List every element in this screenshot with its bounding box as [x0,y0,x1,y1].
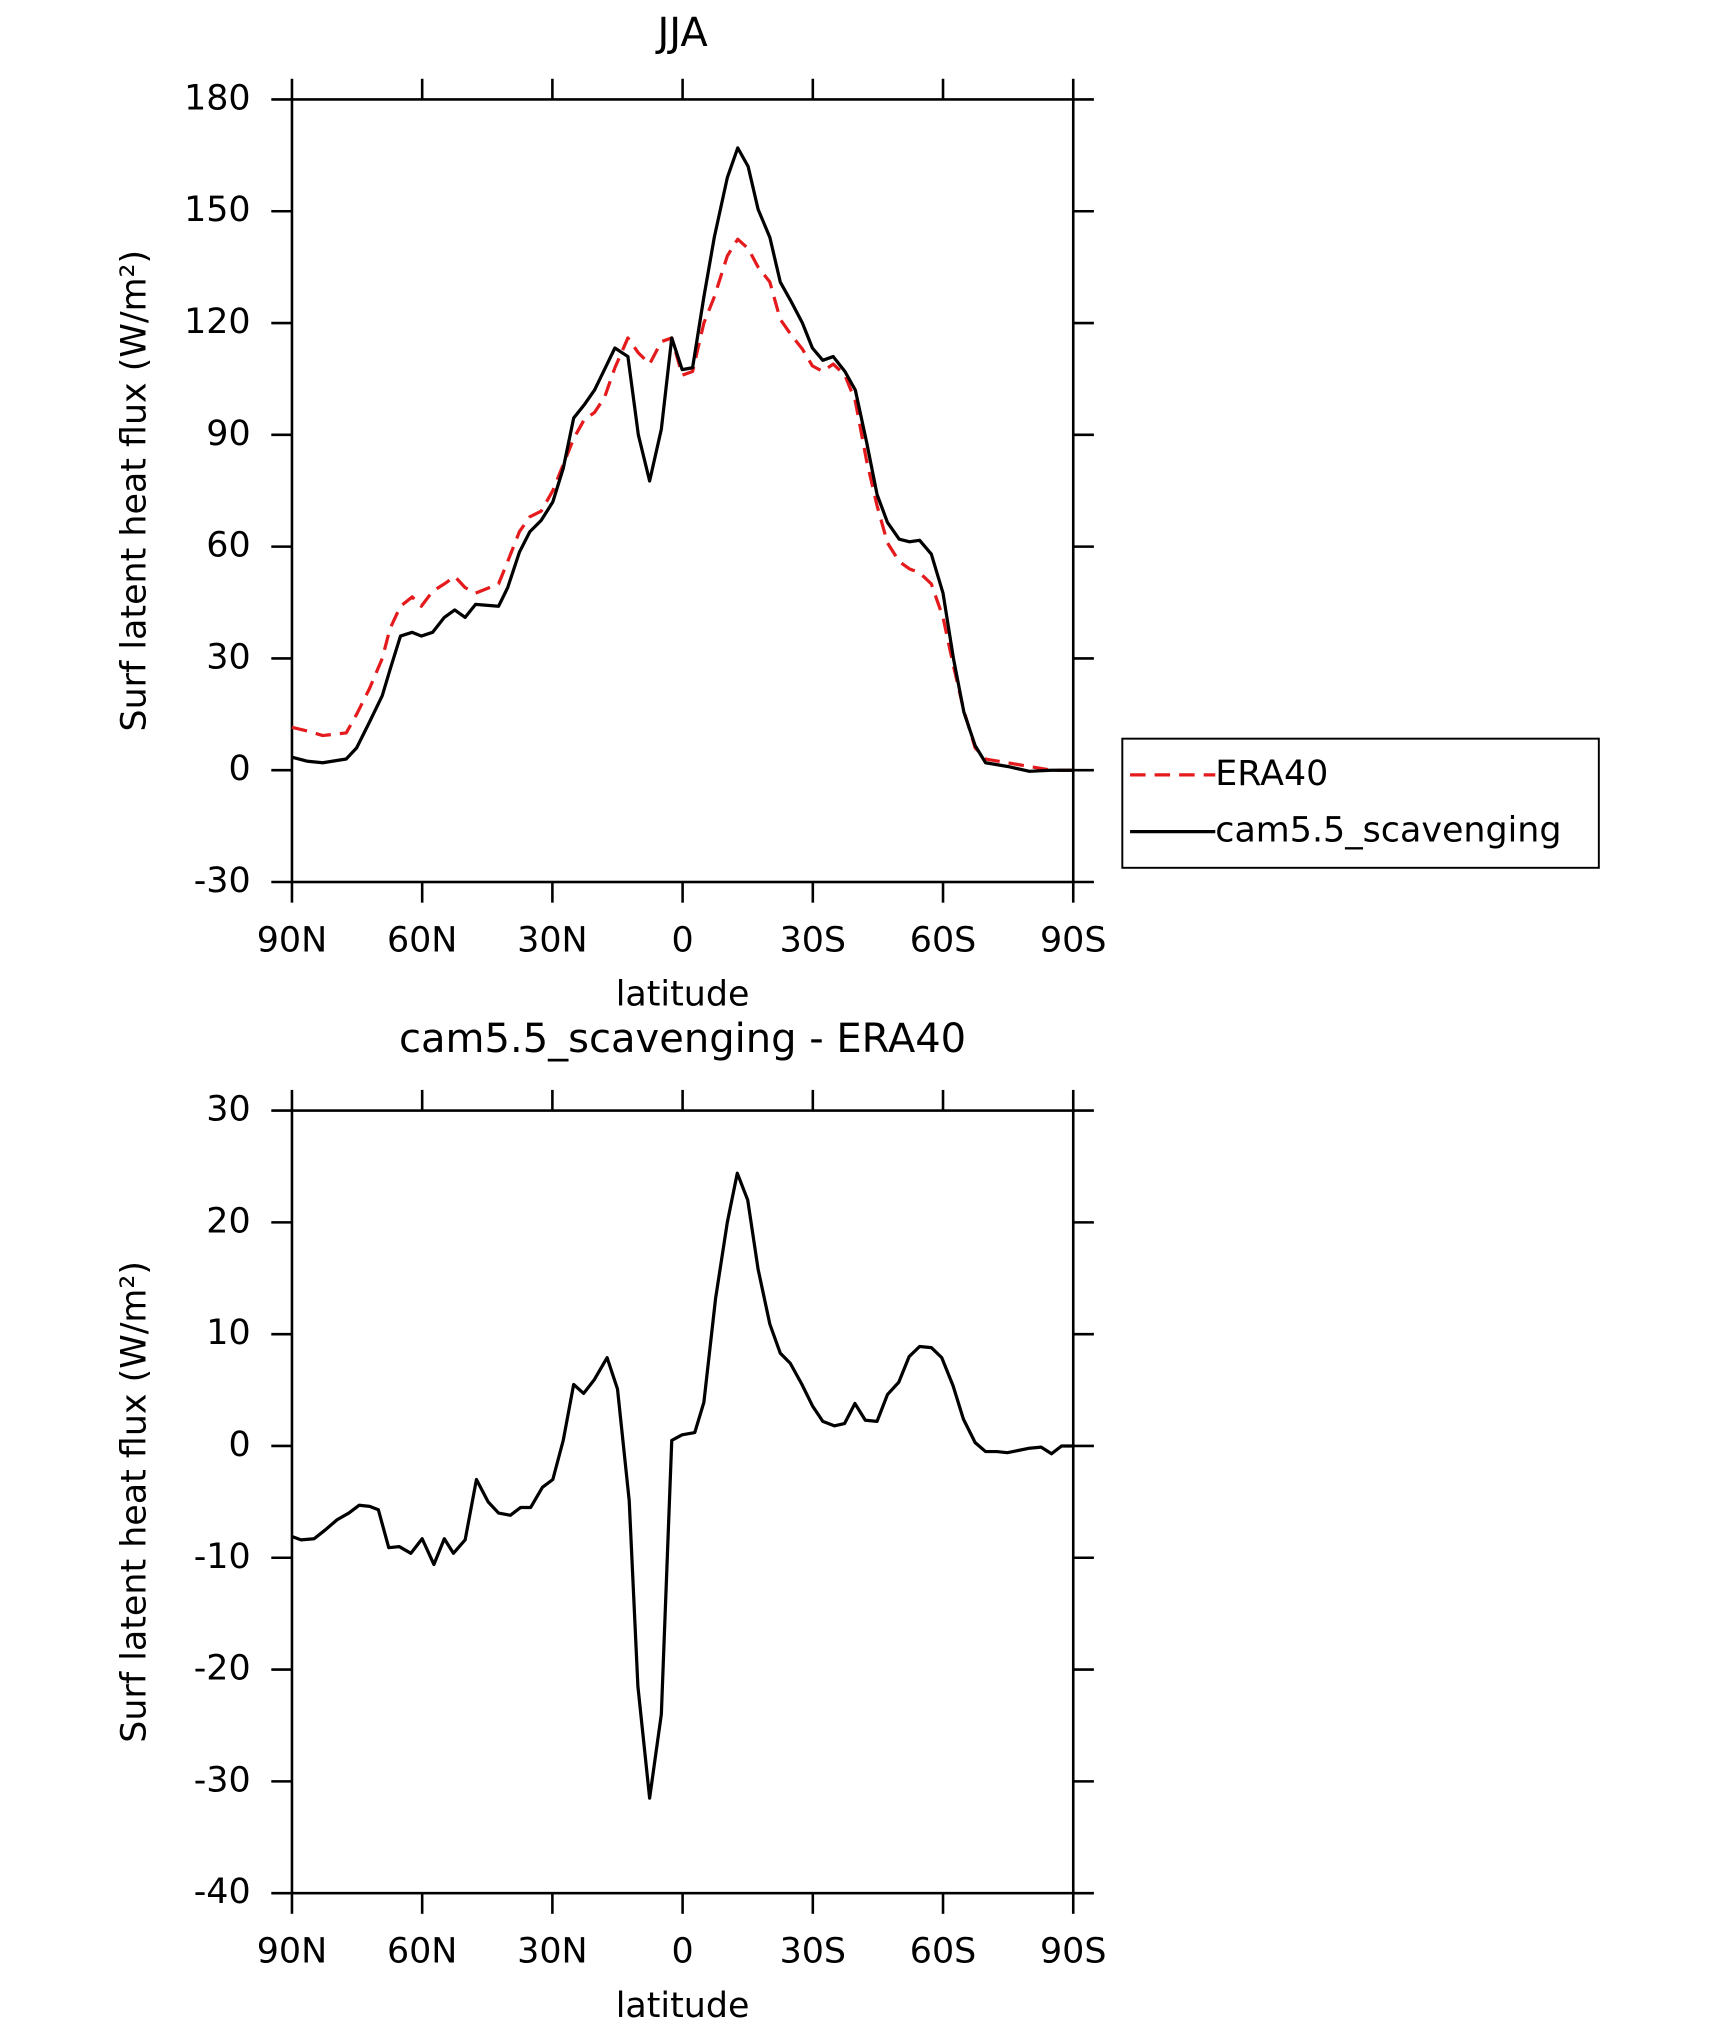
legend-box [1121,737,1600,869]
legend-label: cam5.5_scavenging [1215,811,1561,851]
y-tick-label: 150 [184,190,251,230]
x-tick-label: 0 [672,1932,694,1972]
x-tick-label: 60S [910,1932,977,1972]
x-tick-label: 30N [517,920,587,960]
x-tick-label: 30S [780,1932,847,1972]
x-axis-label: latitude [616,975,750,1015]
x-tick-label: 60N [387,920,457,960]
y-tick-label: -40 [194,1872,251,1912]
plot-frame [290,1109,1075,1895]
y-tick-label: 90 [206,414,250,454]
y-tick-label: 30 [206,637,250,677]
y-tick-label: 0 [228,1425,250,1465]
y-tick-label: -30 [194,1760,251,1800]
y-tick-label: 10 [206,1313,250,1353]
y-axis-label: Surf latent heat flux (W/m²) [115,250,155,732]
y-tick-label: 60 [206,526,250,566]
legend-label: ERA40 [1215,754,1328,794]
x-tick-label: 90S [1040,920,1107,960]
y-tick-label: 30 [206,1090,250,1130]
x-axis-label: latitude [616,1986,750,2021]
x-tick-label: 30N [517,1932,587,1972]
x-tick-label: 90S [1040,1932,1107,1972]
y-axis-label: Surf latent heat flux (W/m²) [115,1261,155,1743]
y-tick-label: -10 [194,1537,251,1577]
x-tick-label: 0 [672,920,694,960]
y-tick-label: 20 [206,1201,250,1241]
x-tick-label: 60S [910,920,977,960]
data-line [291,146,1074,773]
y-tick-label: 180 [184,78,251,118]
x-tick-label: 90N [257,1932,327,1972]
y-tick-label: 120 [184,302,251,342]
chart-title: JJA [654,10,708,56]
x-tick-label: 60N [387,1932,457,1972]
y-tick-label: -30 [194,861,251,901]
data-line [291,237,1074,772]
plot-frame [290,98,1075,884]
data-line [291,1171,1074,1800]
x-tick-label: 30S [780,920,847,960]
x-tick-label: 90N [257,920,327,960]
chart-title: cam5.5_scavenging - ERA40 [399,1016,966,1062]
y-tick-label: -20 [194,1649,251,1689]
y-tick-label: 0 [228,749,250,789]
